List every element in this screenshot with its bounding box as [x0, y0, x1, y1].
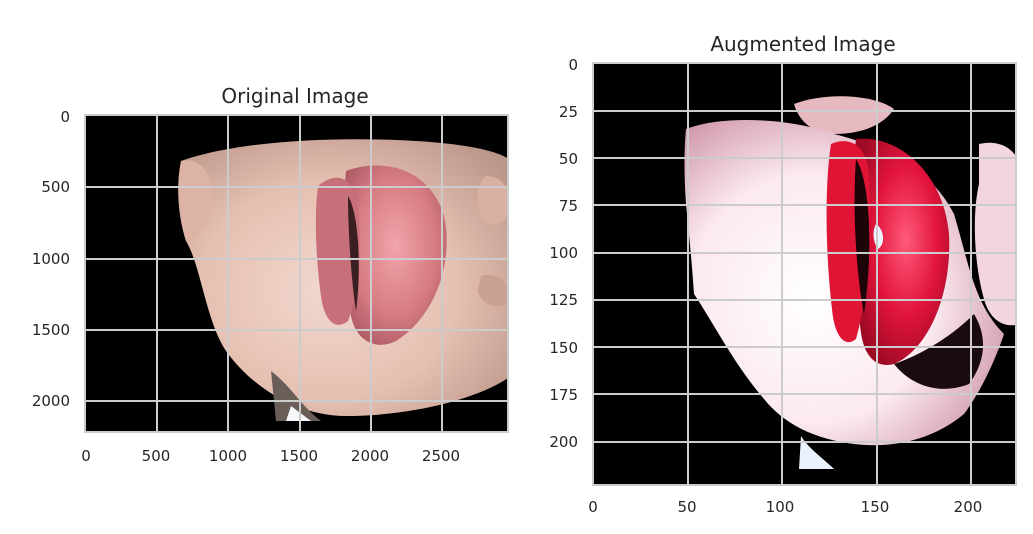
augmented-grid	[594, 64, 1015, 484]
y-tick-label: 1000	[31, 250, 70, 268]
augmented-face-image	[594, 64, 1015, 484]
original-face-image	[86, 116, 507, 431]
original-image-plot	[84, 114, 509, 433]
x-tick-label: 2500	[421, 447, 461, 465]
y-tick-label: 50	[558, 150, 578, 168]
x-tick-label: 1000	[208, 447, 248, 465]
original-image-title: Original Image	[221, 84, 369, 108]
x-tick-label: 50	[677, 498, 697, 516]
x-tick-label: 2000	[350, 447, 390, 465]
y-tick-label: 0	[60, 108, 70, 126]
x-tick-label: 0	[588, 498, 598, 516]
x-tick-label: 200	[953, 498, 983, 516]
x-tick-label: 1500	[279, 447, 319, 465]
x-tick-label: 0	[81, 447, 91, 465]
original-grid	[86, 116, 507, 431]
x-tick-label: 100	[765, 498, 795, 516]
y-tick-label: 0	[568, 56, 578, 74]
augmented-image-title: Augmented Image	[710, 32, 896, 56]
y-tick-label: 150	[549, 339, 578, 357]
y-tick-label: 100	[549, 244, 578, 262]
y-tick-label: 75	[558, 197, 578, 215]
y-tick-label: 1500	[31, 321, 70, 339]
y-tick-label: 175	[549, 386, 578, 404]
y-tick-label: 500	[41, 178, 70, 196]
x-tick-label: 500	[141, 447, 171, 465]
y-tick-label: 125	[549, 291, 578, 309]
y-tick-label: 25	[558, 103, 578, 121]
y-tick-label: 2000	[31, 392, 70, 410]
augmented-image-plot	[592, 62, 1017, 486]
x-tick-label: 150	[860, 498, 890, 516]
y-tick-label: 200	[549, 433, 578, 451]
